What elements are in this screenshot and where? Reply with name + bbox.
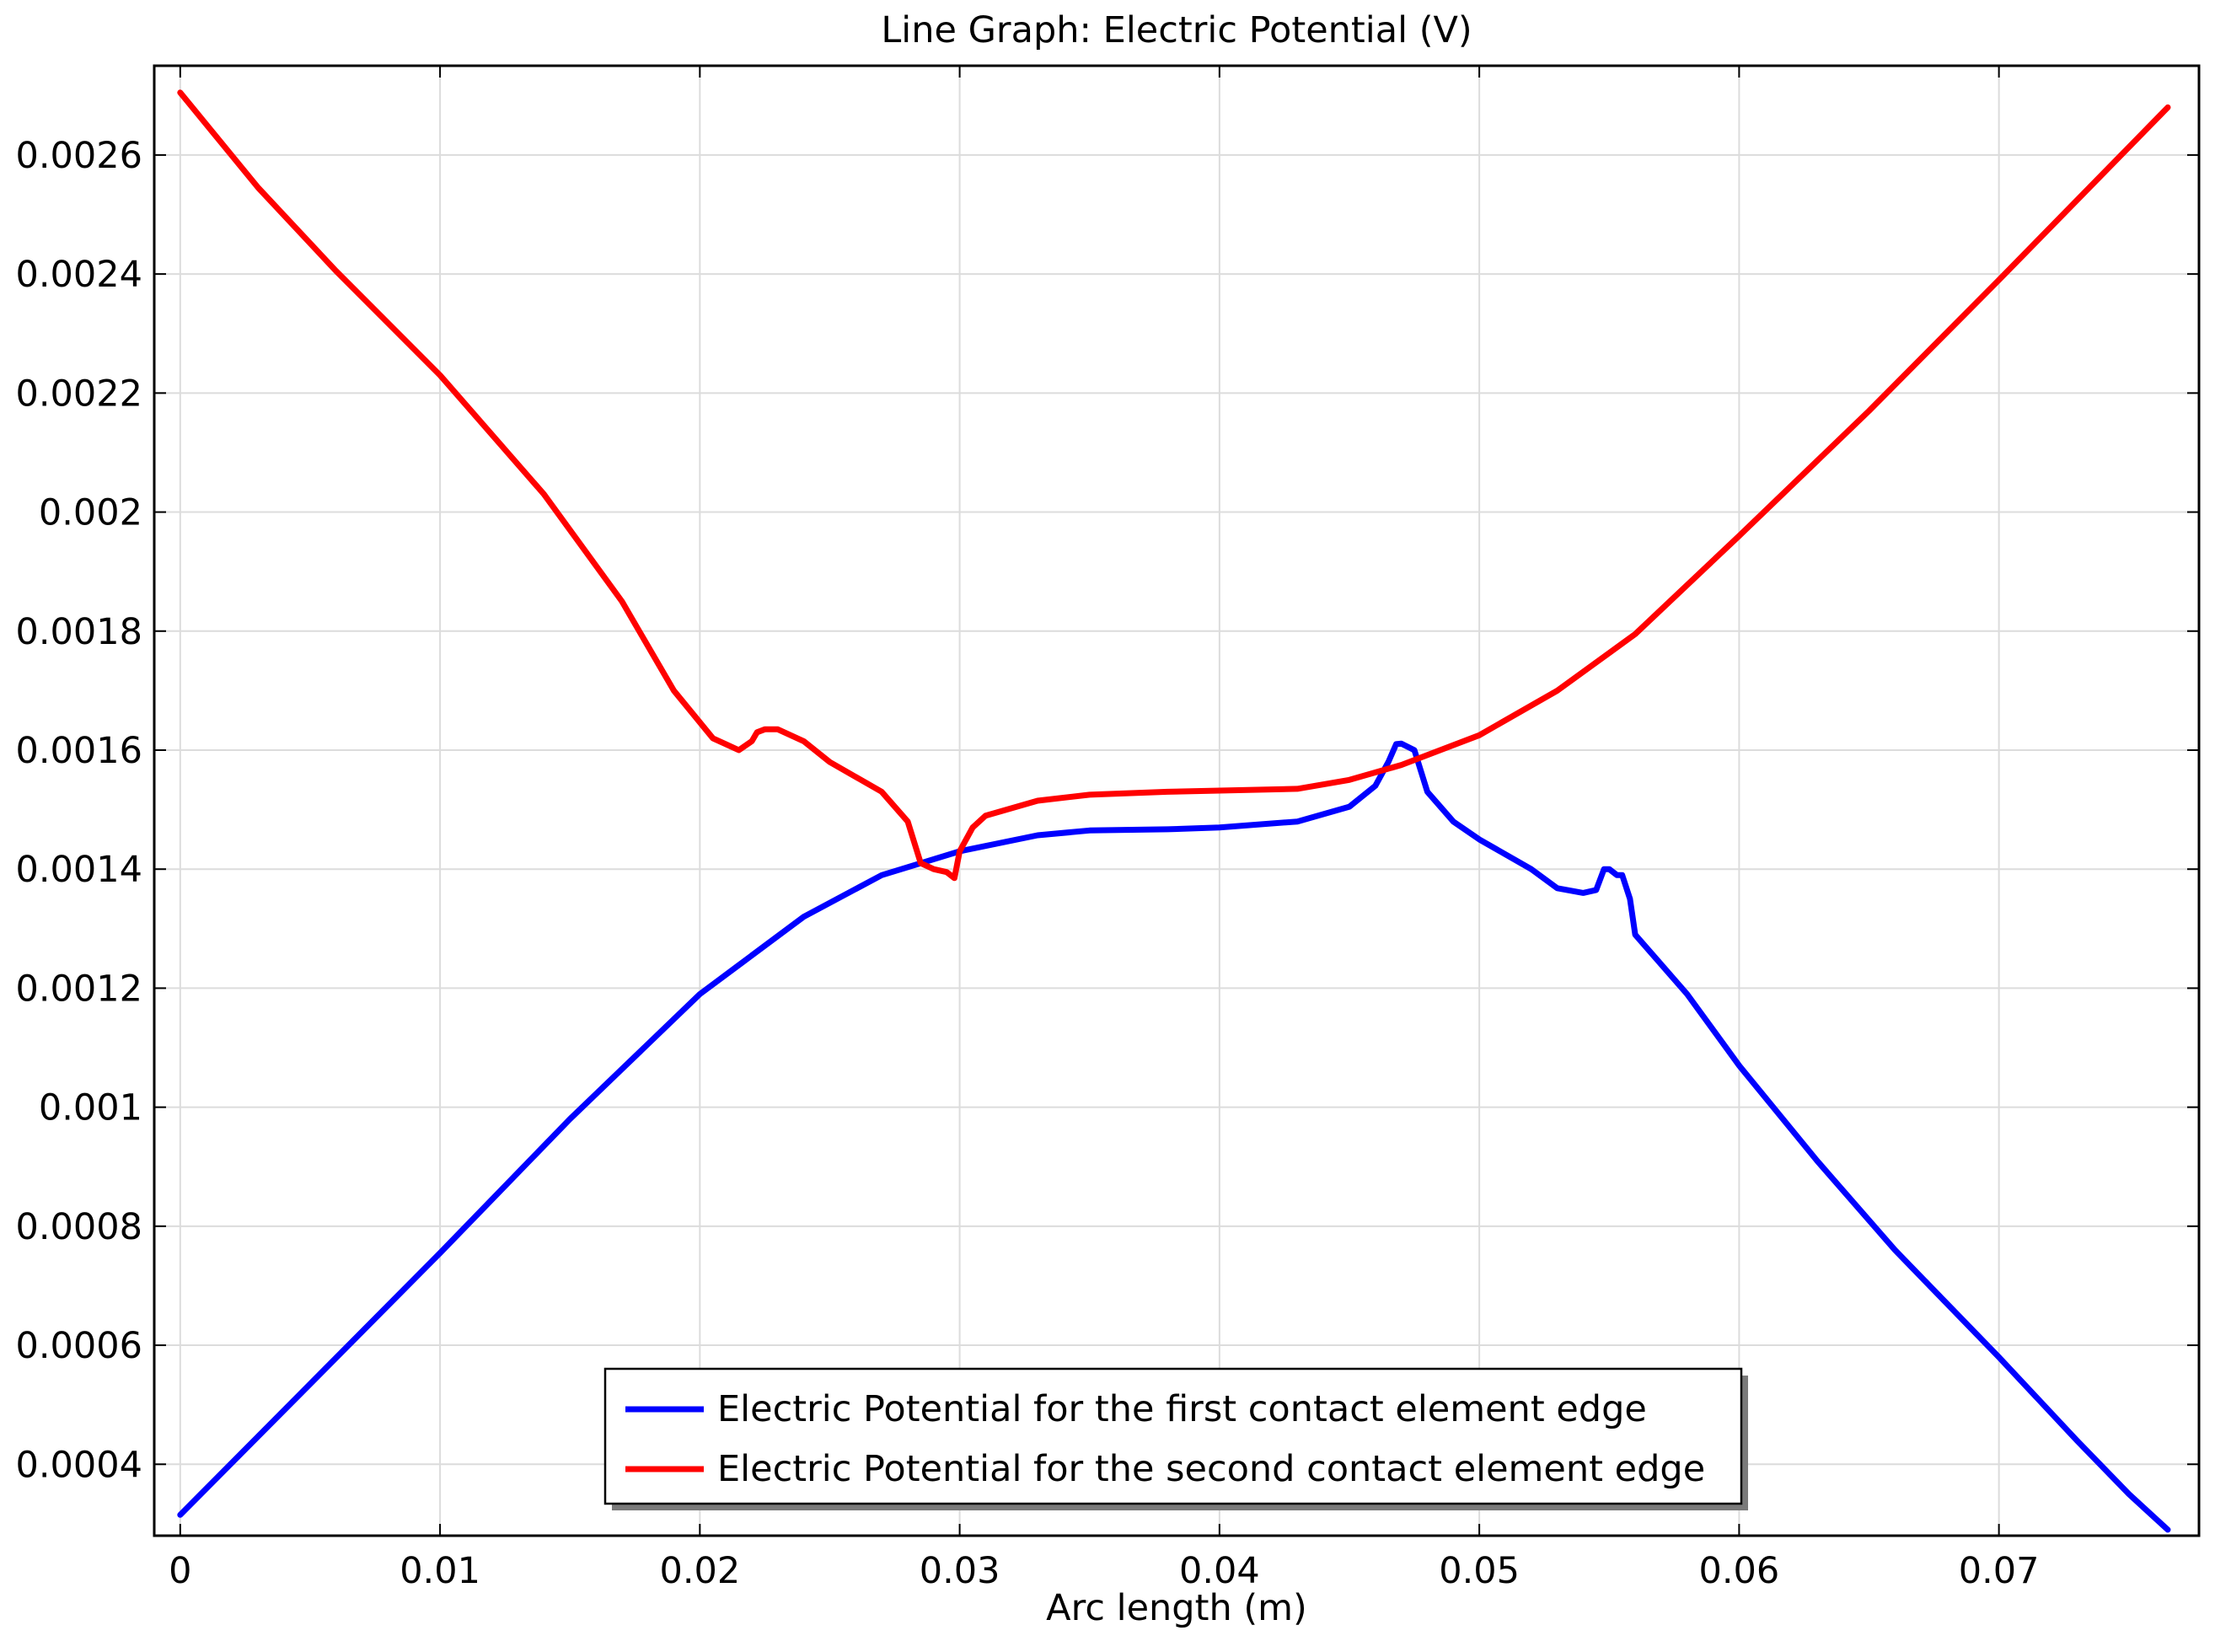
- y-tick-label: 0.001: [39, 1087, 142, 1129]
- series-lines: [177, 89, 2171, 1533]
- y-tick-label: 0.0018: [16, 611, 142, 653]
- y-tick-label: 0.0008: [16, 1206, 142, 1248]
- y-tick-label: 0.0006: [16, 1325, 142, 1367]
- series-line-second-edge: [177, 89, 2171, 882]
- y-tick-label: 0.0014: [16, 849, 142, 891]
- x-axis-label: Arc length (m): [1046, 1587, 1307, 1629]
- y-tick-label: 0.0024: [16, 254, 142, 296]
- y-tick-label: 0.0016: [16, 730, 142, 772]
- x-tick-label: 0.04: [1179, 1550, 1260, 1592]
- plot-area-frame: [153, 64, 2201, 1537]
- x-tick-label: 0.03: [920, 1550, 1000, 1592]
- x-tick-label: 0.07: [1959, 1550, 2040, 1592]
- legend-label-first-edge: Electric Potential for the first contact…: [717, 1388, 1647, 1430]
- y-tick-label: 0.002: [39, 492, 142, 534]
- chart-title: Line Graph: Electric Potential (V): [881, 9, 1472, 51]
- x-tick-label: 0.02: [659, 1550, 740, 1592]
- legend-label-second-edge: Electric Potential for the second contac…: [717, 1448, 1705, 1490]
- axis-ticks: 0 0.01 0.02 0.03 0.04 0.05 0.06 0.07 0.0004 0.000…: [16, 66, 2199, 1592]
- y-tick-label: 0.0022: [16, 373, 142, 415]
- y-tick-label: 0.0004: [16, 1444, 142, 1486]
- x-tick-label: 0: [169, 1550, 191, 1592]
- grid-lines: [154, 66, 2199, 1536]
- legend: Electric Potential for the first contact…: [603, 1367, 1748, 1510]
- x-tick-label: 0.01: [400, 1550, 480, 1592]
- y-tick-label: 0.0026: [16, 135, 142, 177]
- x-tick-label: 0.05: [1439, 1550, 1520, 1592]
- x-tick-label: 0.06: [1699, 1550, 1780, 1592]
- legend-box: [603, 1367, 1743, 1505]
- y-tick-label: 0.0012: [16, 968, 142, 1010]
